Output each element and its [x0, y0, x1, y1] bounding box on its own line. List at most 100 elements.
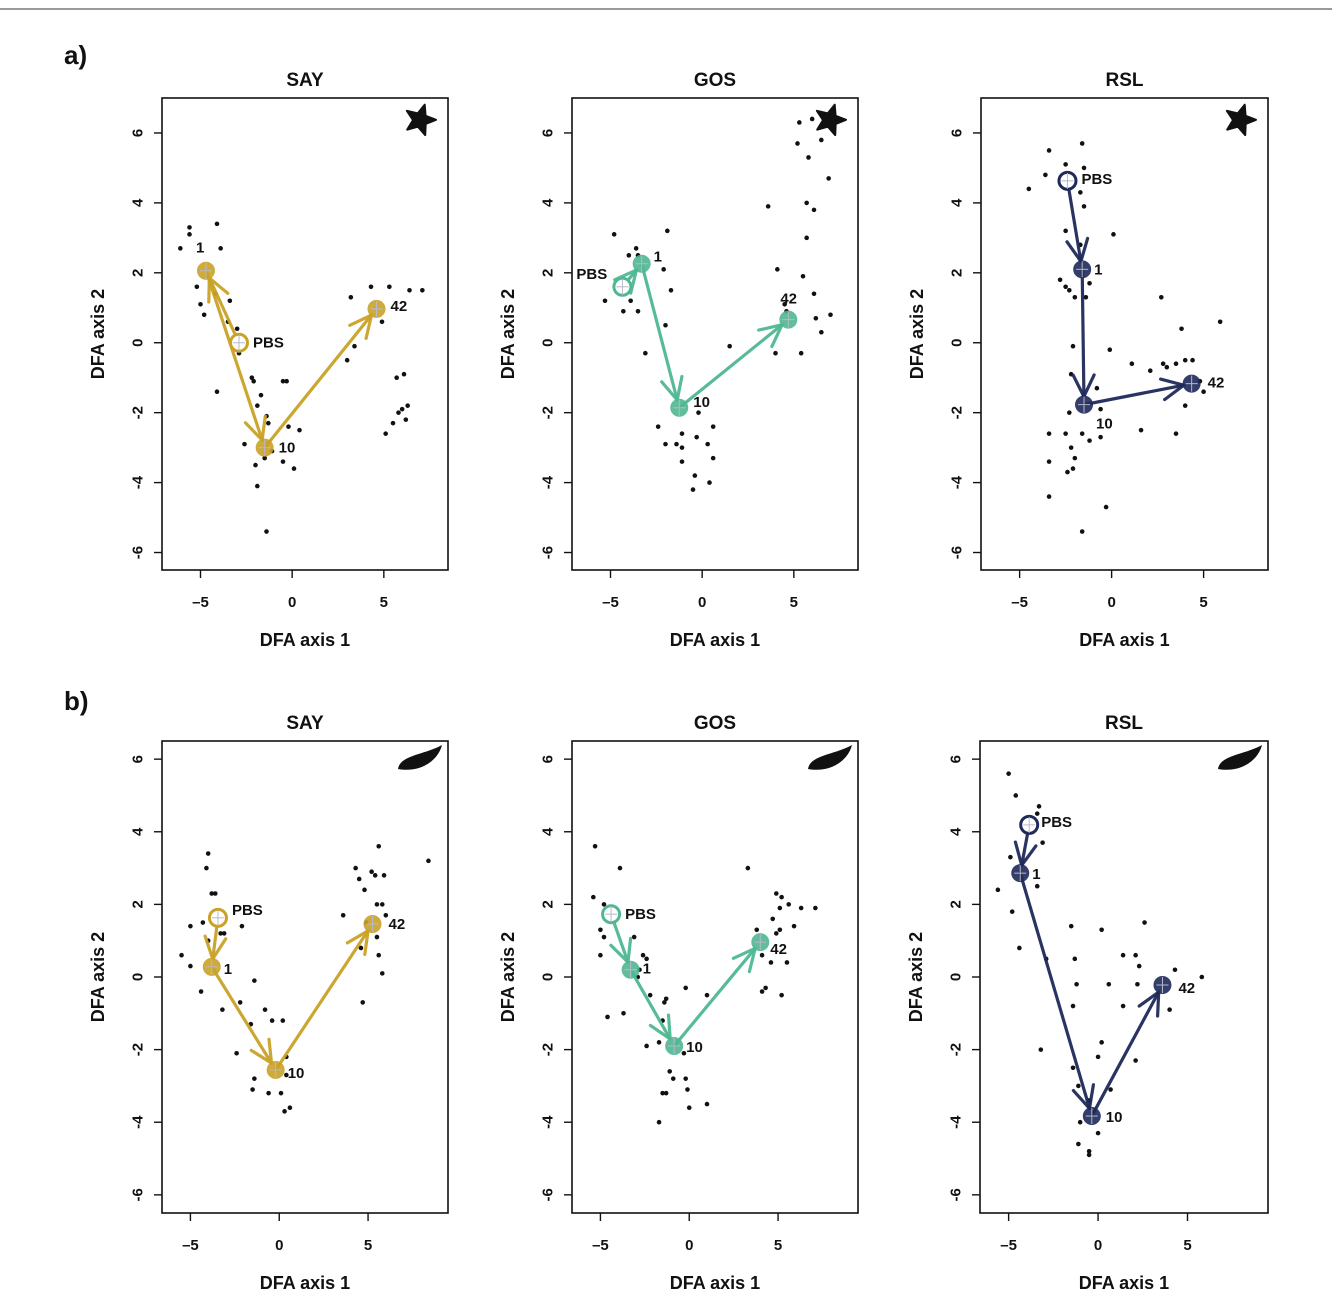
sample-point — [798, 350, 804, 356]
sample-point — [420, 287, 425, 293]
y-axis-label: DFA axis 2 — [88, 289, 108, 379]
sample-point — [798, 905, 804, 911]
sample-point — [255, 403, 260, 408]
sample-point — [251, 378, 256, 384]
sample-point — [405, 403, 410, 408]
y-tick-label: -2 — [540, 1043, 557, 1056]
sample-point — [809, 116, 815, 122]
y-tick-label: -2 — [130, 1043, 147, 1056]
sample-point — [1057, 277, 1063, 283]
sample-point — [280, 459, 286, 464]
y-tick-label: 0 — [540, 339, 557, 347]
sample-point — [1070, 466, 1076, 471]
y-tick-label: 2 — [948, 900, 965, 908]
sample-point — [1043, 172, 1048, 178]
sample-point — [374, 934, 380, 940]
x-tick-label: 5 — [790, 594, 798, 611]
sample-point — [297, 427, 302, 433]
sample-point — [358, 945, 364, 951]
sample-point — [399, 406, 405, 412]
y-axis-label: DFA axis 2 — [88, 932, 108, 1022]
sample-point — [201, 312, 207, 318]
sample-point — [280, 378, 286, 384]
sample-point — [813, 905, 818, 911]
sample-point — [221, 931, 227, 936]
panel-title: GOS — [694, 713, 736, 734]
panel-title: SAY — [286, 713, 324, 734]
y-tick-label: 0 — [949, 339, 966, 347]
panel-title: RSL — [1106, 70, 1144, 91]
x-tick-label: 0 — [275, 1237, 283, 1254]
y-tick-label: 6 — [948, 755, 965, 763]
sample-point — [379, 902, 385, 907]
y-axis-label: DFA axis 2 — [498, 932, 518, 1022]
y-tick-label: -2 — [540, 406, 557, 419]
sample-point — [592, 843, 598, 849]
sample-point — [360, 1000, 366, 1005]
sample-point — [819, 137, 824, 143]
trajectory-arrow — [640, 262, 679, 402]
sample-point — [253, 462, 258, 468]
x-axis-label: DFA axis 1 — [1079, 630, 1169, 650]
sample-point — [662, 1000, 667, 1005]
sample-point — [426, 858, 431, 864]
y-tick-label: 4 — [948, 827, 965, 836]
sample-point — [1099, 927, 1104, 933]
sample-point — [1008, 854, 1013, 860]
y-tick-label: 2 — [949, 269, 966, 277]
x-tick-label: 0 — [698, 594, 706, 611]
sample-point — [1034, 883, 1040, 889]
sample-point — [795, 141, 800, 146]
centroid-label: 10 — [693, 394, 710, 411]
sample-point — [759, 952, 765, 958]
x-tick-label: 0 — [1107, 594, 1115, 611]
sample-point — [1067, 287, 1072, 293]
starfish-icon — [405, 103, 437, 137]
sample-point — [278, 1090, 284, 1096]
sample-point — [369, 869, 374, 875]
sample-point — [344, 357, 350, 363]
sample-point — [266, 1090, 271, 1096]
sample-point — [1164, 364, 1170, 370]
trajectory-arrow — [204, 269, 264, 442]
sample-point — [605, 1014, 610, 1020]
sample-point — [1147, 368, 1153, 374]
y-tick-label: 4 — [949, 198, 966, 207]
sample-point — [401, 371, 407, 377]
sample-point — [1086, 1148, 1092, 1154]
sample-point — [252, 978, 257, 983]
sample-point — [811, 291, 817, 297]
y-tick-label: -6 — [948, 1188, 965, 1201]
sample-point — [249, 375, 255, 381]
sample-point — [352, 343, 357, 349]
sample-point — [1087, 281, 1092, 286]
sample-point — [611, 232, 617, 237]
sample-point — [237, 1000, 243, 1005]
centroid-label: 42 — [770, 941, 787, 958]
sample-point — [819, 329, 824, 335]
sample-point — [1077, 1119, 1083, 1125]
centroid-label: 42 — [1208, 375, 1225, 392]
sample-point — [198, 989, 204, 994]
sample-point — [1087, 438, 1092, 443]
sample-point — [1173, 431, 1179, 436]
sample-point — [804, 200, 809, 206]
y-tick-label: -4 — [949, 475, 966, 489]
sample-point — [250, 1087, 255, 1092]
sample-point — [777, 905, 783, 911]
sample-point — [995, 887, 1001, 893]
sample-point — [655, 424, 661, 429]
trajectory-arrow — [1080, 267, 1086, 399]
centroid-label: 1 — [654, 249, 662, 266]
sample-point — [660, 1090, 665, 1096]
sample-point — [644, 956, 649, 962]
sample-point — [668, 287, 674, 293]
sample-point — [1099, 1040, 1104, 1045]
sample-point — [1063, 162, 1068, 167]
sample-point — [1133, 1058, 1138, 1063]
sample-point — [394, 375, 399, 381]
sample-point — [704, 992, 710, 998]
y-tick-label: 6 — [130, 129, 147, 137]
centroid-label: 1 — [224, 961, 232, 978]
sample-point — [280, 1018, 286, 1023]
